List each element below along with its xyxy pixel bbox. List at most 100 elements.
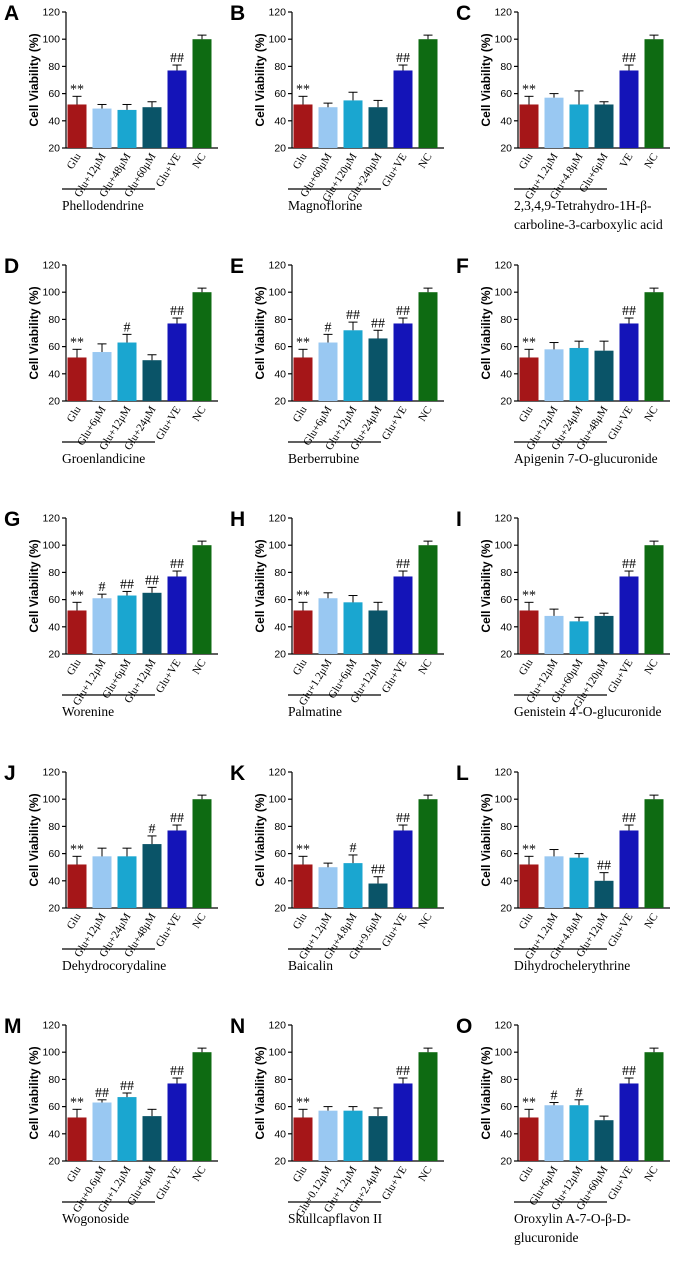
y-tick-label: 20 [48,1156,60,1168]
bar-glu-ve [619,576,639,654]
bar-glu [519,357,539,401]
category-label: NC [642,151,660,170]
y-tick-label: 80 [500,567,512,579]
panel-label: B [230,2,245,25]
y-tick-label: 20 [500,143,512,155]
significance-mark: ** [522,588,536,603]
y-tick-label: 60 [48,341,60,353]
y-tick-label: 120 [268,7,286,19]
significance-mark: ## [120,1079,134,1094]
significance-mark: ## [622,51,636,66]
y-tick-label: 120 [494,7,512,19]
bar-glu-120-m [594,615,614,654]
bar-glu-60-m [318,107,338,148]
bar-glu-ve [393,70,413,148]
compound-label: Worenine [62,704,114,719]
bar-glu-120-m [343,100,363,148]
y-tick-label: 100 [42,34,60,46]
y-tick-label: 60 [500,848,512,860]
category-label: Glu [291,1164,310,1185]
bar-glu [67,357,87,401]
bar-glu-1-2-m [318,598,338,654]
y-tick-label: 40 [500,115,512,127]
significance-mark: # [350,841,357,856]
bar-glu-ve [167,576,187,654]
category-label: Glu [517,911,536,932]
significance-mark: ## [371,863,385,878]
significance-mark: ## [622,304,636,319]
panel-o: O Cell Viability (%) 20 40 60 80 100 120 ** Glu # G… [456,1015,670,1245]
y-tick-label: 100 [494,794,512,806]
bar-glu-24-m [368,338,388,401]
y-tick-label: 100 [42,287,60,299]
y-tick-label: 100 [42,540,60,552]
y-tick-label: 100 [268,34,286,46]
compound-label: Magnoflorine [288,198,362,213]
bar-glu-12-m [544,349,564,401]
significance-mark: # [124,320,131,335]
bar-nc [192,1052,212,1161]
y-axis-label: Cell Viability (%) [253,33,267,126]
y-tick-label: 80 [274,821,286,833]
bar-nc [644,39,664,149]
y-tick-label: 40 [48,621,60,633]
bar-glu [67,864,87,908]
y-tick-label: 60 [48,848,60,860]
panel-label: A [4,2,19,25]
bar-glu-ve [619,830,639,908]
panel-k: K Cell Viability (%) 20 40 60 80 100 120 ** Glu Gl… [230,762,444,973]
significance-mark: ## [396,1064,410,1079]
y-tick-label: 80 [500,61,512,73]
significance-mark: ## [396,557,410,572]
y-tick-label: 60 [48,1101,60,1113]
significance-mark: ** [70,1095,84,1110]
y-tick-label: 20 [500,1156,512,1168]
significance-mark: ## [145,573,159,588]
category-label: NC [190,657,208,676]
bar-glu-1-2-m [318,867,338,908]
panel-e: E Cell Viability (%) 20 40 60 80 100 120 ** Glu # G… [230,255,444,466]
bar-glu-12-m [117,342,137,401]
bar-glu-4-8-m [569,104,589,148]
category-label: Glu+VE [606,657,636,695]
compound-label: Baicalin [288,958,333,973]
y-tick-label: 20 [274,649,286,661]
significance-mark: ## [396,304,410,319]
bar-nc [418,39,438,149]
significance-mark: ## [170,557,184,572]
category-label: Glu [517,404,536,425]
y-tick-label: 80 [274,61,286,73]
y-tick-label: 100 [268,794,286,806]
y-tick-label: 80 [48,61,60,73]
y-tick-label: 120 [494,1020,512,1032]
bar-glu [293,357,313,401]
bar-glu [519,610,539,654]
y-tick-label: 120 [42,260,60,272]
y-tick-label: 20 [48,903,60,915]
bar-nc [418,1052,438,1161]
bar-glu-6-m [142,1116,162,1161]
bar-ve [619,70,639,148]
significance-mark: ## [170,51,184,66]
y-tick-label: 80 [48,821,60,833]
panel-b: B Cell Viability (%) 20 40 60 80 100 120 ** Glu Gl… [230,2,444,213]
significance-mark: # [99,580,106,595]
bar-glu-0-12-m [318,1110,338,1161]
y-tick-label: 100 [268,540,286,552]
bar-glu [519,1117,539,1161]
bar-glu-6-m [318,342,338,401]
y-tick-label: 20 [500,649,512,661]
bar-glu-ve [393,1083,413,1161]
category-label: NC [416,1164,434,1183]
y-tick-label: 60 [500,341,512,353]
y-tick-label: 100 [268,287,286,299]
category-label: Glu [65,404,84,425]
compound-label: Oroxylin A-7-O-β-D- [514,1211,631,1226]
y-axis-label: Cell Viability (%) [27,539,41,632]
category-label: Glu [291,911,310,932]
panel-j: J Cell Viability (%) 20 40 60 80 100 120 ** Glu Gl… [4,762,218,973]
y-tick-label: 120 [268,767,286,779]
panel-label: O [456,1015,472,1038]
bar-glu-12-m [368,610,388,654]
category-label: NC [642,1164,660,1183]
